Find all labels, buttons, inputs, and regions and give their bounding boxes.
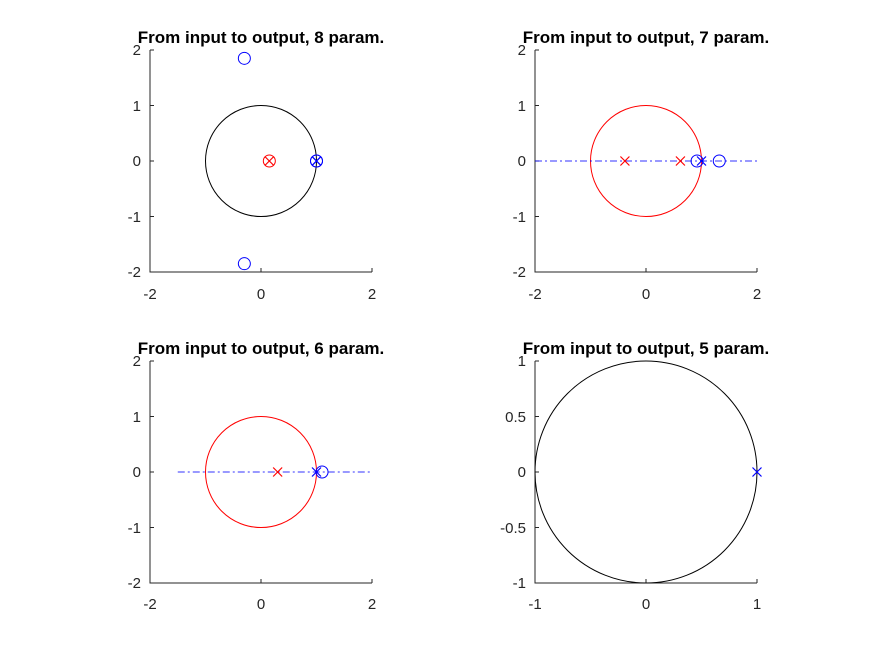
plot-area: [149, 360, 373, 584]
y-tick-label: 0: [133, 464, 141, 481]
zero-marker: [262, 154, 276, 168]
zero-marker: [310, 154, 323, 168]
zero-marker: [237, 257, 251, 271]
pole-marker: [696, 156, 707, 166]
y-tick-label: -1: [128, 520, 141, 537]
y-tick-label: -1: [513, 209, 526, 226]
pole-marker: [311, 467, 322, 477]
pole-marker: [619, 156, 630, 166]
y-tick-label: 2: [133, 353, 141, 370]
x-tick-label: -2: [528, 286, 541, 303]
y-tick-label: -0.5: [500, 520, 526, 537]
x-tick-label: 2: [368, 596, 376, 613]
y-tick-label: 0: [518, 153, 526, 170]
zero-marker: [237, 51, 251, 65]
zero-marker: [712, 154, 726, 168]
y-tick-label: 1: [133, 98, 141, 115]
plot-area: [534, 360, 762, 584]
x-tick-label: 0: [257, 596, 265, 613]
x-tick-label: 1: [753, 596, 761, 613]
pole-marker: [675, 156, 686, 166]
subplot-1: From input to output, 8 param. -2 0 2 2 …: [128, 28, 385, 303]
x-tick-label: -2: [143, 596, 156, 613]
x-tick-label: 0: [642, 596, 650, 613]
y-tick-label: -2: [128, 575, 141, 592]
subplot-title: From input to output, 7 param.: [523, 28, 769, 47]
x-tick-label: 2: [753, 286, 761, 303]
zero-marker: [690, 154, 704, 168]
y-tick-label: 1: [133, 409, 141, 426]
pole-marker: [272, 467, 283, 477]
pole-marker: [264, 156, 275, 166]
plot-area: [149, 49, 373, 273]
y-tick-label: -1: [128, 209, 141, 226]
y-tick-label: -2: [128, 264, 141, 281]
subplot-2: From input to output, 7 param. -2 0 2 2 …: [513, 28, 770, 303]
y-tick-label: 2: [518, 42, 526, 59]
subplot-4: From input to output, 5 param. -1 0 1 1 …: [500, 339, 769, 613]
x-tick-label: 2: [368, 286, 376, 303]
x-tick-label: 0: [642, 286, 650, 303]
y-tick-label: -2: [513, 264, 526, 281]
y-tick-label: 1: [518, 98, 526, 115]
x-tick-label: -1: [528, 596, 541, 613]
y-tick-label: 2: [133, 42, 141, 59]
y-tick-label: 0: [133, 153, 141, 170]
pole-marker: [311, 156, 322, 166]
y-tick-label: 0: [518, 464, 526, 481]
y-tick-label: -1: [513, 575, 526, 592]
x-tick-label: -2: [143, 286, 156, 303]
pole-marker: [752, 467, 762, 477]
subplot-title: From input to output, 6 param.: [138, 339, 384, 358]
y-tick-label: 1: [518, 353, 526, 370]
subplot-title: From input to output, 5 param.: [523, 339, 769, 358]
y-tick-label: 0.5: [505, 409, 526, 426]
subplot-title: From input to output, 8 param.: [138, 28, 384, 47]
subplot-3: From input to output, 6 param. -2 0 2 2 …: [128, 339, 385, 613]
x-tick-label: 0: [257, 286, 265, 303]
plot-area: [534, 49, 758, 273]
